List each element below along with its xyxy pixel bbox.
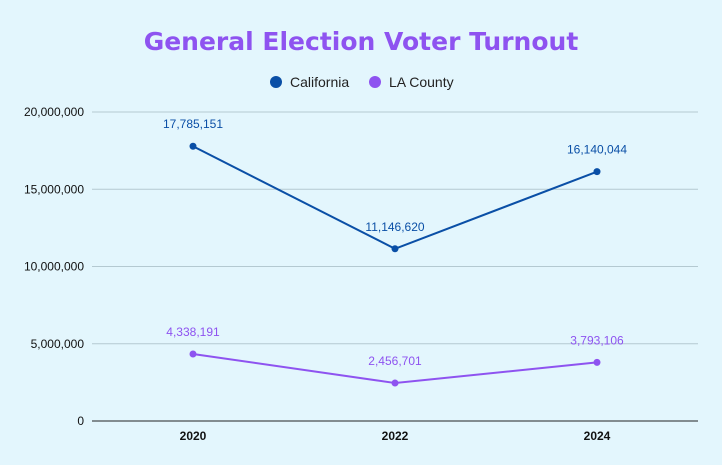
- legend-marker: [369, 76, 381, 88]
- legend: California LA County: [270, 74, 454, 90]
- gridlines: [92, 111, 698, 422]
- legend-label: LA County: [389, 74, 454, 90]
- y-tick-label: 5,000,000: [31, 337, 85, 351]
- data-label: 11,146,620: [365, 220, 424, 234]
- legend-marker: [270, 76, 282, 88]
- legend-label: California: [290, 74, 349, 90]
- data-point: [593, 168, 601, 176]
- data-point: [391, 379, 399, 387]
- data-point: [391, 245, 399, 253]
- data-point: [593, 358, 601, 366]
- series-layer: 17,785,151 11,146,620 16,140,044 4,338,191 2…: [163, 117, 627, 387]
- chart-title: General Election Voter Turnout: [144, 27, 579, 56]
- y-tick-label: 0: [77, 414, 84, 428]
- x-tick-label: 2020: [180, 429, 207, 443]
- data-label: 3,793,106: [570, 333, 624, 347]
- y-tick-label: 10,000,000: [24, 260, 84, 274]
- data-point: [189, 142, 197, 150]
- data-label: 17,785,151: [163, 117, 223, 131]
- y-tick-label: 15,000,000: [24, 182, 84, 196]
- data-label: 4,338,191: [166, 325, 220, 339]
- data-label: 2,456,701: [368, 354, 422, 368]
- x-tick-label: 2022: [382, 429, 409, 443]
- data-point: [189, 350, 197, 358]
- data-label: 16,140,044: [567, 143, 627, 157]
- x-axis: 2020 2022 2024: [92, 420, 698, 443]
- y-axis: 0 5,000,000 10,000,000 15,000,000 20,000,000: [24, 105, 84, 428]
- y-tick-label: 20,000,000: [24, 105, 84, 119]
- x-tick-label: 2024: [584, 429, 611, 443]
